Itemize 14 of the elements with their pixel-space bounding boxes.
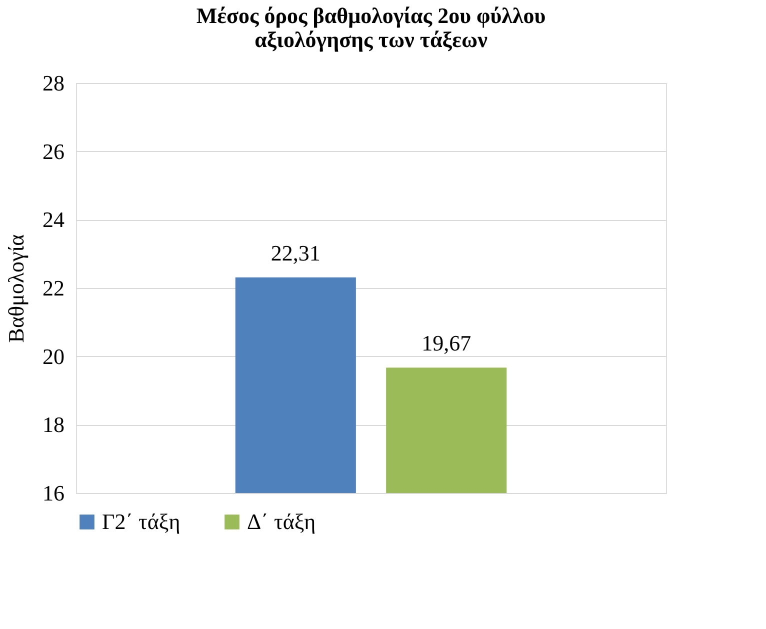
y-tick-label: 22 <box>42 276 64 300</box>
y-tick-label: 20 <box>42 344 64 369</box>
text: Μέσος όρος βαθμολογίας 2ου φύλλου <box>196 3 546 28</box>
y-tick-label: 18 <box>42 412 64 438</box>
data-label: 19,67 <box>422 330 472 356</box>
legend-label: Δ΄ τάξη <box>247 509 316 534</box>
data-label: 22,31 <box>270 240 320 266</box>
y-tick-label: 16 <box>42 480 64 506</box>
text: αξιολόγησης των τάξεων <box>254 27 488 52</box>
y-tick-label: 26 <box>42 138 64 164</box>
legend-label: Γ2΄ τάξη <box>102 509 180 534</box>
y-tick-label: 24 <box>42 207 64 232</box>
y-tick-label: 28 <box>42 70 64 96</box>
y-axis-title: Βαθμολογία <box>4 234 28 343</box>
